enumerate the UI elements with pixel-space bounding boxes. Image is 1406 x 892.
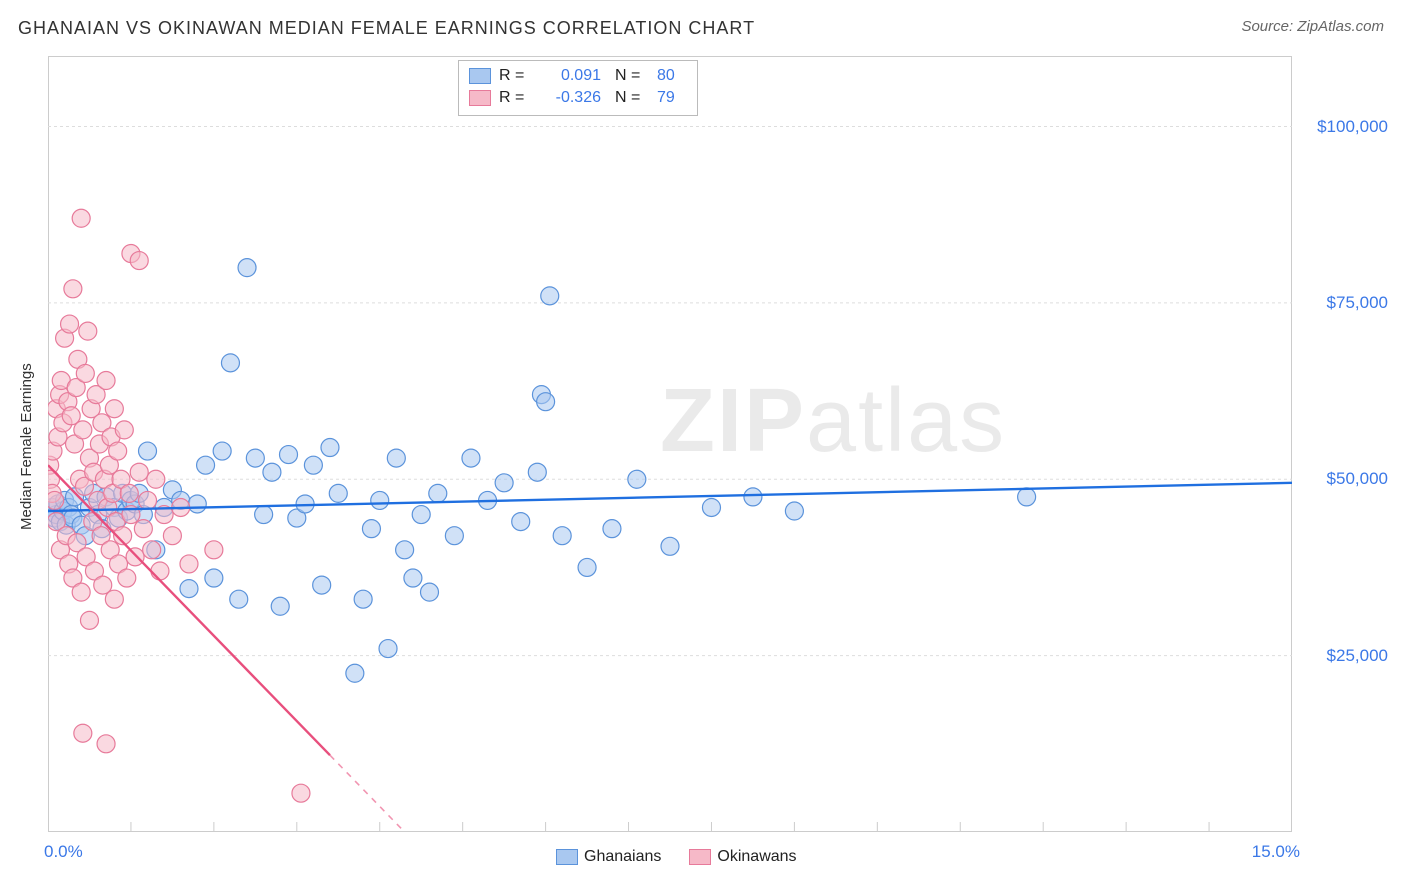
legend-row: R = 0.091 N = 80 — [469, 65, 687, 87]
r-value: -0.326 — [541, 89, 601, 107]
chart-title: GHANAIAN VS OKINAWAN MEDIAN FEMALE EARNI… — [18, 18, 755, 39]
y-tick-label: $100,000 — [1298, 117, 1388, 137]
n-value: 79 — [657, 89, 687, 107]
legend-item: Okinawans — [689, 848, 796, 866]
legend-label: Okinawans — [717, 848, 796, 865]
r-label: R = — [499, 67, 533, 85]
y-axis-label: Median Female Earnings — [18, 363, 35, 530]
n-value: 80 — [657, 67, 687, 85]
r-value: 0.091 — [541, 67, 601, 85]
legend-item: Ghanaians — [556, 848, 661, 866]
source-credit: Source: ZipAtlas.com — [1241, 18, 1384, 35]
legend-swatch-icon — [469, 68, 491, 84]
chart-container: GHANAIAN VS OKINAWAN MEDIAN FEMALE EARNI… — [0, 0, 1406, 892]
x-tick-label: 0.0% — [44, 842, 83, 862]
y-tick-label: $75,000 — [1298, 293, 1388, 313]
r-label: R = — [499, 89, 533, 107]
correlation-legend: R = 0.091 N = 80 R = -0.326 N = 79 — [458, 60, 698, 116]
legend-label: Ghanaians — [584, 848, 661, 865]
series-legend: Ghanaians Okinawans — [556, 848, 797, 866]
legend-row: R = -0.326 N = 79 — [469, 87, 687, 109]
legend-swatch-icon — [469, 90, 491, 106]
n-label: N = — [615, 67, 649, 85]
x-tick-label: 15.0% — [1242, 842, 1300, 862]
y-tick-label: $25,000 — [1298, 646, 1388, 666]
legend-swatch-icon — [556, 849, 578, 865]
legend-swatch-icon — [689, 849, 711, 865]
n-label: N = — [615, 89, 649, 107]
y-tick-label: $50,000 — [1298, 469, 1388, 489]
plot-area — [48, 56, 1292, 832]
